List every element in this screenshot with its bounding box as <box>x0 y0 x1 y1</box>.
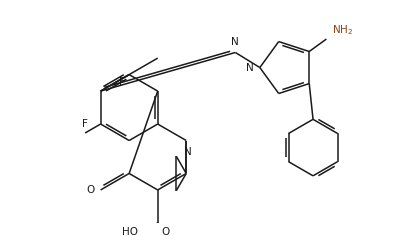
Text: O: O <box>87 185 95 195</box>
Text: HO: HO <box>122 227 138 236</box>
Text: N: N <box>246 63 253 72</box>
Text: N: N <box>231 37 239 47</box>
Text: F: F <box>119 77 125 87</box>
Text: F: F <box>82 119 88 129</box>
Text: NH$_2$: NH$_2$ <box>331 23 352 37</box>
Text: O: O <box>161 227 169 236</box>
Text: N: N <box>183 147 191 157</box>
